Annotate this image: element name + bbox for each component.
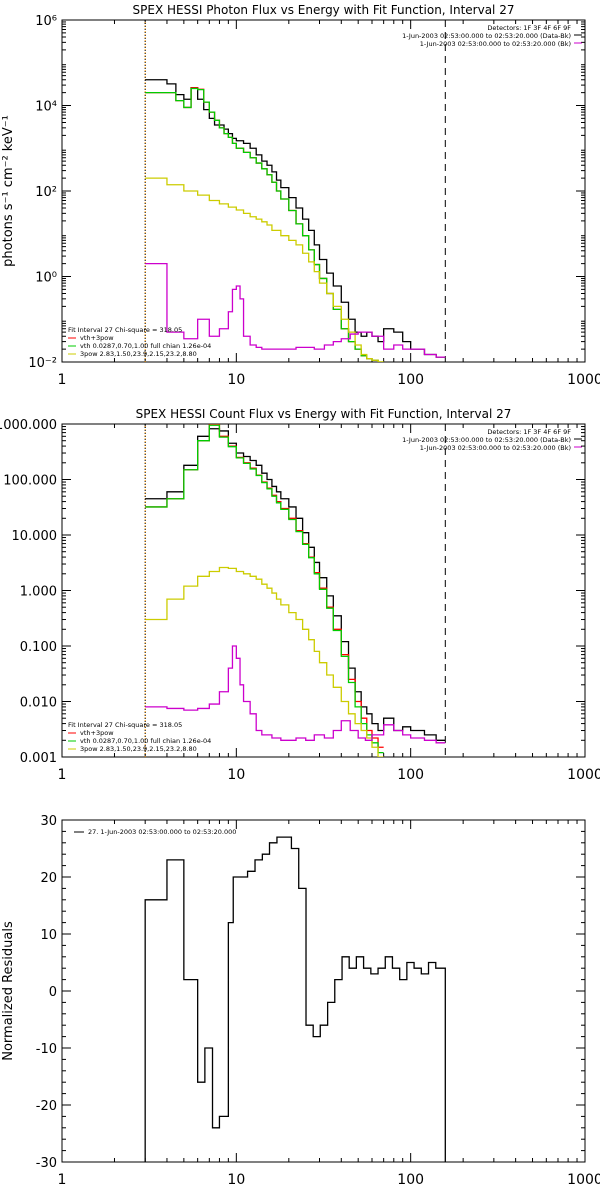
legend-label: vth+3pow bbox=[80, 334, 114, 342]
y-tick-label: 10⁶ bbox=[35, 14, 57, 29]
series-27-line bbox=[144, 836, 446, 1162]
x-tick-label: 10 bbox=[227, 1172, 245, 1188]
legend-header: Fit Interval 27 Chi-square = 318.05 bbox=[68, 721, 182, 729]
y-tick-label: 1.000 bbox=[20, 585, 57, 600]
info-line: Detectors: 1F 3F 4F 6F 9F bbox=[487, 428, 571, 436]
chart-title: SPEX HESSI Photon Flux vs Energy with Fi… bbox=[133, 3, 515, 17]
x-tick-label: 1 bbox=[58, 372, 67, 388]
x-tick-label: 1000 bbox=[567, 1172, 600, 1188]
y-tick-label: -30 bbox=[36, 1156, 57, 1171]
legend-header: Fit Interval 27 Chi-square = 318.05 bbox=[68, 326, 182, 334]
series-bk-line bbox=[145, 262, 446, 358]
series-bk-line bbox=[145, 645, 446, 744]
y-tick-label: 10 bbox=[40, 928, 57, 943]
series-vth-line bbox=[145, 424, 384, 754]
y-tick-label: 10⁰ bbox=[35, 271, 57, 286]
legend-label: vth 0.0287,0.70,1.00 full chian 1.26e-04 bbox=[80, 737, 211, 745]
info-line: 1-Jun-2003 02:53:00.000 to 02:53:20.000 … bbox=[402, 436, 571, 444]
plot-frame bbox=[61, 819, 586, 1163]
y-tick-label: 0 bbox=[49, 985, 57, 1000]
x-tick-label: 10 bbox=[227, 372, 245, 388]
x-tick-label: 1000 bbox=[567, 767, 600, 783]
y-tick-label: 0.001 bbox=[20, 751, 57, 766]
legend-label: 27. 1-Jun-2003 02:53:00.000 to 02:53:20.… bbox=[88, 828, 236, 836]
info-line: 1-Jun-2003 02:53:00.000 to 02:53:20.000 … bbox=[420, 40, 571, 48]
y-tick-label: 20 bbox=[40, 871, 57, 886]
y-axis-label: photons s⁻¹ cm⁻² keV⁻¹ bbox=[1, 115, 16, 267]
y-tick-label: 1000.000 bbox=[0, 418, 57, 433]
legend-label: 3pow 2.83,1.50,23.9,2.15,23.2,8.80 bbox=[80, 350, 197, 358]
info-line: 1-Jun-2003 02:53:00.000 to 02:53:20.000 … bbox=[420, 444, 571, 452]
y-tick-label: 10.000 bbox=[12, 529, 58, 544]
y-tick-label: 30 bbox=[40, 814, 57, 829]
y-tick-label: 10⁻² bbox=[28, 356, 57, 371]
x-tick-label: 1000 bbox=[567, 372, 600, 388]
x-tick-label: 1 bbox=[58, 1172, 67, 1188]
legend-label: vth+3pow bbox=[80, 729, 114, 737]
series-3pow-line bbox=[145, 566, 384, 757]
x-tick-label: 1 bbox=[58, 767, 67, 783]
chart-title: SPEX HESSI Count Flux vs Energy with Fit… bbox=[136, 407, 512, 421]
x-tick-label: 100 bbox=[397, 1172, 424, 1188]
x-tick-label: 10 bbox=[227, 767, 245, 783]
series-databk-line bbox=[145, 79, 446, 358]
y-tick-label: 10² bbox=[35, 185, 57, 200]
x-tick-label: 100 bbox=[397, 372, 424, 388]
info-line: 1-Jun-2003 02:53:00.000 to 02:53:20.000 … bbox=[402, 32, 571, 40]
legend-label: vth 0.0287,0.70,1.00 full chian 1.26e-04 bbox=[80, 342, 211, 350]
plot-frame bbox=[61, 423, 586, 758]
y-tick-label: 0.100 bbox=[20, 640, 57, 655]
y-tick-label: -10 bbox=[36, 1042, 57, 1057]
legend-label: 3pow 2.83,1.50,23.9,2.15,23.2,8.80 bbox=[80, 745, 197, 753]
series-vth-line bbox=[145, 87, 384, 362]
plot-frame bbox=[61, 19, 586, 363]
y-tick-label: 100.000 bbox=[3, 474, 57, 489]
series-vth3pow-line bbox=[145, 424, 384, 748]
info-line: Detectors: 1F 3F 4F 6F 9F bbox=[487, 24, 571, 32]
y-tick-label: -20 bbox=[36, 1099, 57, 1114]
x-tick-label: 100 bbox=[397, 767, 424, 783]
series-databk-line bbox=[145, 428, 446, 741]
y-tick-label: 10⁴ bbox=[35, 100, 57, 115]
y-axis-label: Normalized Residuals bbox=[1, 921, 16, 1061]
y-tick-label: 0.010 bbox=[20, 696, 57, 711]
